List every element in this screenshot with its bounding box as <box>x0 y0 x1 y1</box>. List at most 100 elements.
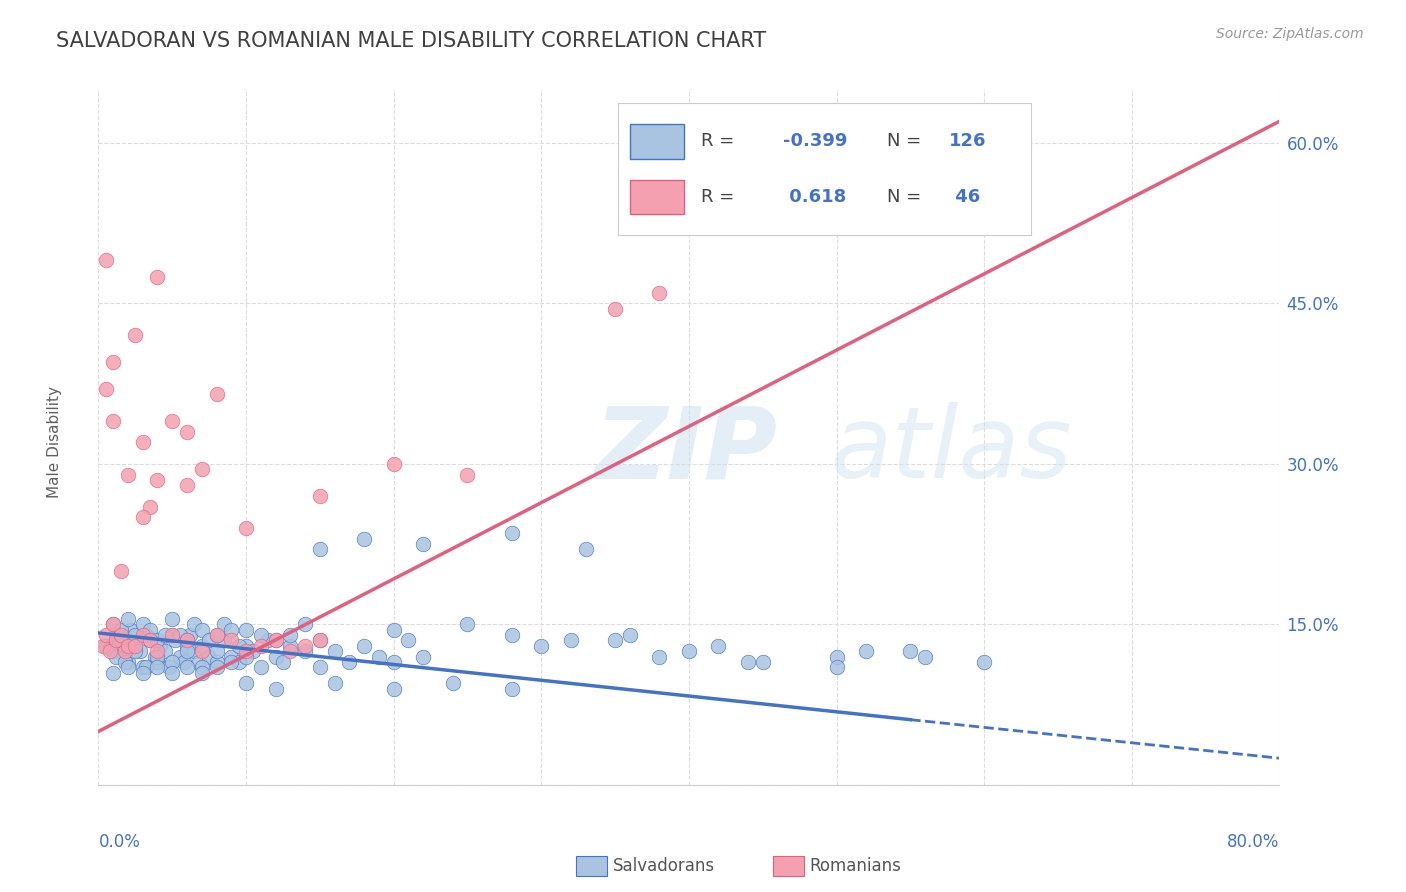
Point <box>648 285 671 300</box>
Point <box>139 500 162 514</box>
Point <box>110 623 132 637</box>
Point <box>124 628 146 642</box>
Point <box>530 639 553 653</box>
Point <box>165 633 187 648</box>
Text: Source: ZipAtlas.com: Source: ZipAtlas.com <box>1216 27 1364 41</box>
Point <box>198 649 221 664</box>
Point <box>257 633 280 648</box>
Point <box>103 617 125 632</box>
Point <box>900 644 922 658</box>
Point <box>132 665 155 680</box>
Point <box>605 301 627 316</box>
Point <box>501 628 523 642</box>
Point <box>103 617 125 632</box>
Point <box>560 633 582 648</box>
Point <box>103 355 125 369</box>
Point <box>221 655 243 669</box>
Point <box>162 628 183 642</box>
Point <box>94 382 117 396</box>
Point <box>278 644 302 658</box>
Point <box>574 542 596 557</box>
Point <box>117 639 139 653</box>
Point <box>278 639 302 653</box>
Text: ZIP: ZIP <box>595 402 778 500</box>
Point <box>235 676 257 690</box>
Point <box>162 414 183 428</box>
Point <box>176 639 198 653</box>
Point <box>132 510 155 524</box>
Point <box>128 644 150 658</box>
Point <box>105 633 128 648</box>
Text: Male Disability: Male Disability <box>46 386 62 499</box>
Point <box>105 649 128 664</box>
Point <box>153 628 176 642</box>
Point <box>139 633 162 648</box>
Point <box>205 628 228 642</box>
Point <box>323 644 346 658</box>
Point <box>135 660 157 674</box>
Point <box>294 617 316 632</box>
Point <box>139 633 162 648</box>
Point <box>309 633 332 648</box>
Point <box>221 633 243 648</box>
Point <box>146 655 169 669</box>
Point <box>187 655 209 669</box>
Point <box>228 639 250 653</box>
Point <box>176 633 198 648</box>
Point <box>353 532 375 546</box>
Point <box>169 628 191 642</box>
Point <box>146 269 169 284</box>
Point <box>98 644 121 658</box>
Point <box>242 644 264 658</box>
Point <box>117 660 139 674</box>
Point <box>103 414 125 428</box>
Point <box>105 628 128 642</box>
Point <box>157 660 180 674</box>
Point <box>678 644 700 658</box>
Point <box>456 467 478 482</box>
Point <box>146 633 169 648</box>
Point <box>382 623 405 637</box>
Point <box>309 489 332 503</box>
Point <box>191 623 214 637</box>
Point <box>441 676 464 690</box>
Point <box>205 628 228 642</box>
Point <box>235 644 257 658</box>
Point <box>91 639 114 653</box>
Point <box>135 628 157 642</box>
Point <box>382 681 405 696</box>
Point <box>176 425 198 439</box>
Text: Salvadorans: Salvadorans <box>613 857 716 875</box>
Point <box>176 478 198 492</box>
Point <box>412 537 434 551</box>
Point <box>368 649 391 664</box>
Point <box>191 644 214 658</box>
Point <box>173 655 195 669</box>
Point <box>751 655 773 669</box>
Point <box>205 655 228 669</box>
Point <box>146 649 169 664</box>
Point <box>124 328 146 343</box>
Point <box>139 623 162 637</box>
Point <box>110 633 132 648</box>
Point <box>294 644 316 658</box>
Point <box>235 623 257 637</box>
Point <box>94 639 117 653</box>
Point <box>205 660 228 674</box>
Point <box>124 639 146 653</box>
Point <box>162 612 183 626</box>
Point <box>169 649 191 664</box>
Point <box>825 660 848 674</box>
Point <box>205 387 228 401</box>
Point <box>212 617 235 632</box>
Point <box>124 639 146 653</box>
Point <box>153 644 176 658</box>
Point <box>143 649 166 664</box>
Point <box>501 681 523 696</box>
Point <box>110 628 132 642</box>
Point <box>737 655 759 669</box>
Point <box>382 457 405 471</box>
Point <box>264 681 287 696</box>
Point <box>264 633 287 648</box>
Point <box>114 644 136 658</box>
